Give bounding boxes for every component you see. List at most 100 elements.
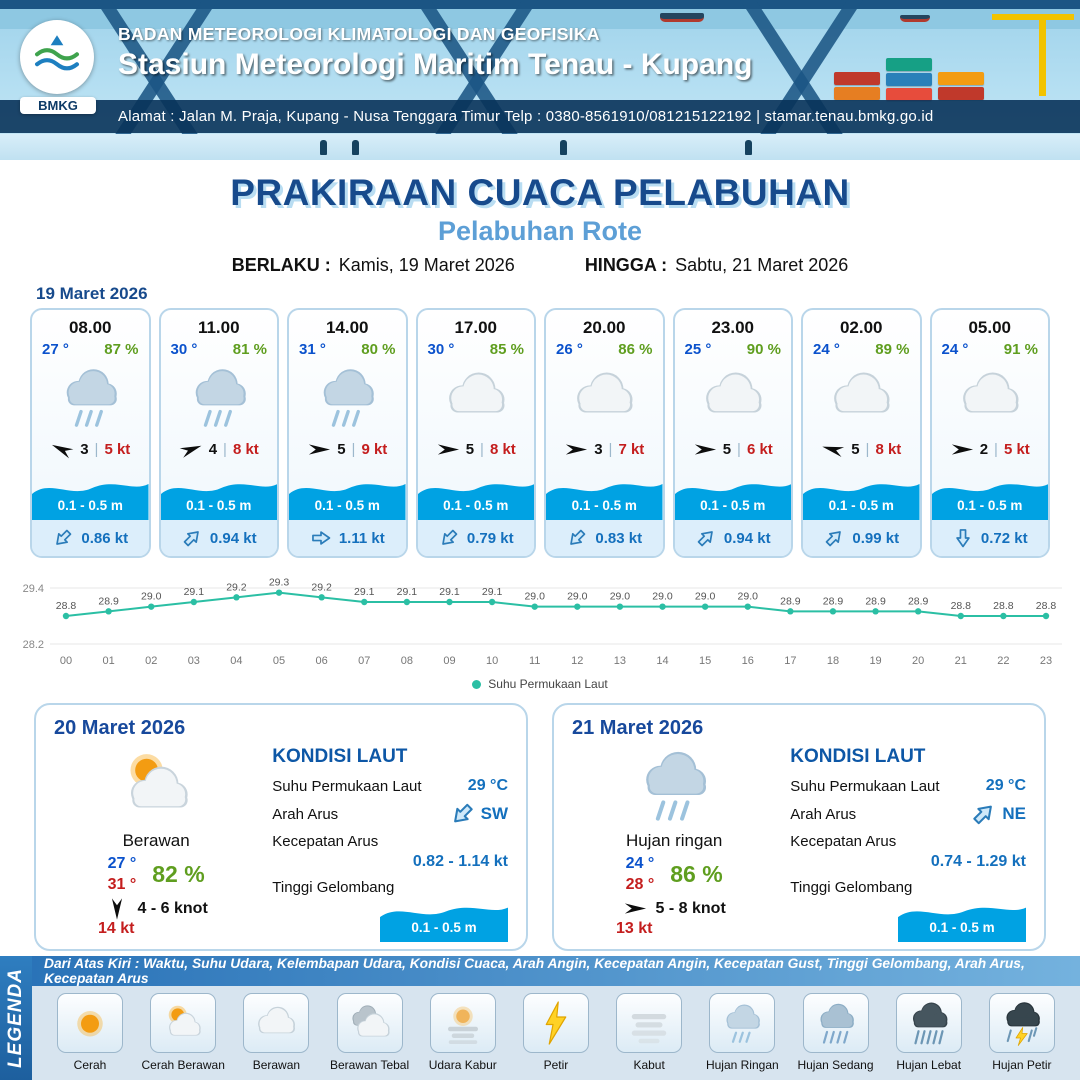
svg-text:28.9: 28.9 [823, 595, 844, 607]
weather-icon [675, 358, 792, 436]
gust-speed: 8 kt [875, 440, 902, 458]
legend-item: Hujan Petir [976, 993, 1068, 1072]
legend-item: Hujan Lebat [883, 993, 975, 1072]
separator: | [351, 440, 356, 458]
wind-speed: 5 [337, 440, 346, 458]
wave-height-value: 0.1 - 0.5 m [186, 498, 252, 513]
current-speed-value: 0.74 - 1.29 kt [930, 853, 1026, 870]
wind-speed: 3 [594, 440, 603, 458]
current-speed: 0.72 kt [980, 529, 1028, 547]
current-direction-icon [692, 524, 720, 552]
weather-icon [289, 358, 406, 436]
gust-speed: 9 kt [361, 440, 388, 458]
ship-icon [660, 13, 704, 22]
weather-icon [418, 358, 535, 436]
wave-height-band: 0.1 - 0.5 m [417, 474, 534, 520]
wind-speed: 5 [851, 440, 860, 458]
current-speed: 0.86 kt [81, 529, 129, 547]
legend-label: Berawan Tebal [329, 1058, 410, 1072]
svg-text:11: 11 [529, 655, 540, 667]
address-text: Alamat : Jalan M. Praja, Kupang - Nusa T… [118, 108, 934, 125]
daily-weather-icon [628, 742, 720, 833]
svg-text:23: 23 [1040, 655, 1052, 667]
daily-date: 20 Maret 2026 [54, 717, 186, 739]
organization-name: BADAN METEOROLOGI KLIMATOLOGI DAN GEOFIS… [118, 24, 600, 44]
legend-icon-card [429, 993, 496, 1053]
weather-icon [546, 358, 663, 436]
legend-items-row: Cerah Cerah Berawan Berawan Berawan Teba… [32, 986, 1080, 1072]
daily-forecast-card: 20 Maret 2026 Berawan 27 ° 31 ° 82 % 4 [34, 703, 528, 951]
current-speed: 1.11 kt [338, 529, 385, 547]
gust-speed: 5 kt [104, 440, 131, 458]
legend-weather-icon [998, 999, 1046, 1047]
legend-weather-icon [159, 999, 207, 1047]
separator: | [94, 440, 99, 458]
wind-speed: 3 [80, 440, 89, 458]
forecast-time: 17.00 [454, 318, 498, 337]
legend-item: Udara Kabur [417, 993, 509, 1072]
current-speed: 0.94 kt [723, 529, 771, 547]
wave-height-band: 0.1 - 0.5 m [380, 898, 508, 942]
wind-speed: 2 [979, 440, 989, 458]
daily-gust: 14 kt [98, 919, 135, 937]
svg-text:22: 22 [997, 655, 1009, 667]
svg-text:28.9: 28.9 [908, 595, 929, 607]
gust-speed: 6 kt [746, 440, 773, 458]
svg-text:15: 15 [699, 655, 711, 667]
current-direction-label: Arah Arus [272, 805, 339, 823]
forecast-time: 08.00 [68, 318, 112, 337]
svg-text:29.0: 29.0 [610, 591, 631, 603]
temp-max: 31 ° [107, 875, 137, 893]
svg-text:04: 04 [230, 655, 242, 667]
sst-label: Suhu Permukaan Laut [790, 777, 940, 795]
wave-height-value: 0.1 - 0.5 m [411, 920, 477, 935]
svg-text:29.3: 29.3 [269, 577, 290, 589]
svg-text:18: 18 [827, 655, 839, 667]
svg-text:06: 06 [316, 655, 328, 667]
humidity-value: 87 % [104, 341, 139, 358]
wind-direction-icon [693, 442, 717, 457]
svg-text:12: 12 [571, 655, 583, 667]
legend-weather-icon [532, 999, 580, 1047]
legend-item: Hujan Sedang [790, 993, 882, 1072]
legend-label: Udara Kabur [428, 1058, 497, 1072]
gust-speed: 8 kt [232, 440, 259, 458]
current-speed-value: 0.82 - 1.14 kt [412, 853, 508, 870]
legend-weather-icon [905, 999, 953, 1047]
current-direction-value: NE [1002, 804, 1026, 823]
svg-text:28.8: 28.8 [993, 600, 1014, 612]
svg-text:20: 20 [912, 655, 924, 667]
legend-weather-icon [439, 999, 487, 1047]
current-direction-icon [49, 524, 77, 552]
sst-value: 29 °C [467, 777, 508, 794]
svg-text:14: 14 [656, 655, 668, 667]
forecast-time: 02.00 [839, 318, 883, 337]
daily-wind-speed: 4 - 6 knot [137, 899, 208, 917]
legend-label: Hujan Ringan [705, 1058, 779, 1072]
svg-text:28.2: 28.2 [23, 639, 44, 651]
legend-item: Cerah [44, 993, 136, 1072]
weather-icon [932, 358, 1049, 436]
legend-item: Hujan Ringan [696, 993, 788, 1072]
separator: | [223, 440, 227, 458]
valid-from-value: Kamis, 19 Maret 2026 [338, 255, 515, 275]
svg-text:29.1: 29.1 [482, 586, 503, 598]
air-temperature: 30 ° [170, 341, 198, 358]
separator: | [737, 440, 741, 458]
legend-icon-card [57, 993, 123, 1053]
legend-item: Cerah Berawan [137, 993, 229, 1072]
wave-height-value: 0.1 - 0.5 m [57, 498, 123, 513]
sst-chart-section: 29.4 28.2 28.8 00 28.9 01 29.0 02 29.1 03 29.2 04 29… [0, 564, 1080, 691]
weather-icon [803, 358, 920, 436]
forecast-time: 23.00 [711, 318, 755, 337]
daily-forecast-row: 20 Maret 2026 Berawan 27 ° 31 ° 82 % 4 [0, 703, 1080, 951]
svg-text:01: 01 [102, 655, 114, 667]
svg-text:19: 19 [869, 655, 881, 667]
girder-beam [0, 0, 1080, 9]
svg-text:13: 13 [614, 655, 626, 667]
weather-icon [32, 358, 149, 436]
humidity-value: 89 % [875, 341, 910, 358]
legend-icon-card [243, 993, 310, 1053]
legend-weather-icon [625, 999, 673, 1047]
harbor-floor [0, 134, 1080, 160]
